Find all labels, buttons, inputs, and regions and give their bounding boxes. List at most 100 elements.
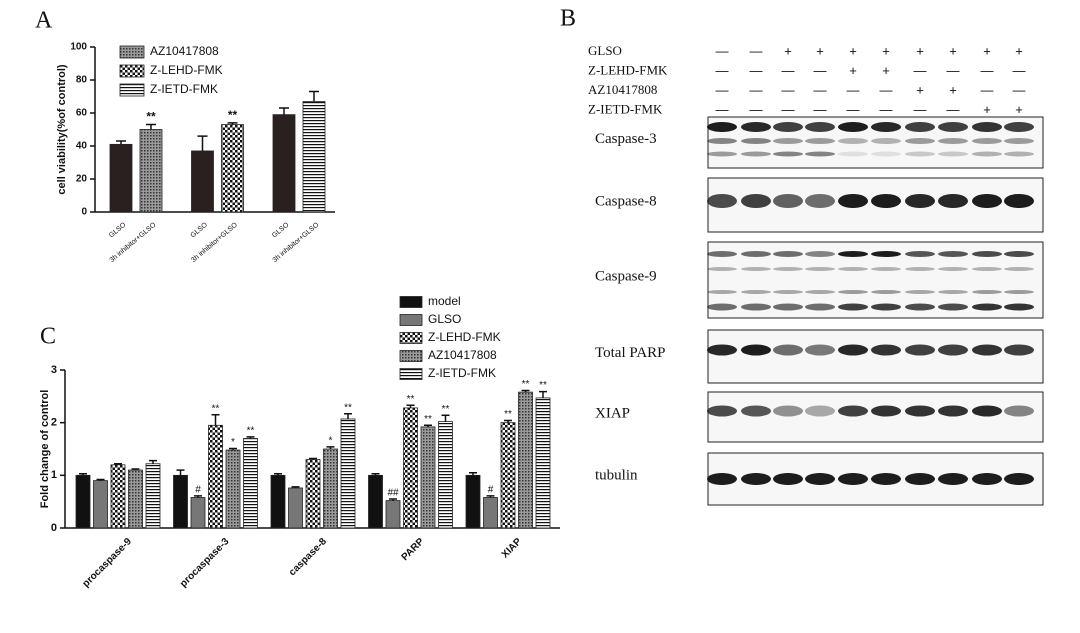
bar (483, 497, 498, 529)
blot-band (805, 344, 835, 356)
blot-band (871, 267, 901, 271)
blot-band (707, 138, 737, 144)
y-tick-label: 0 (51, 522, 57, 534)
protein-label: Caspase-9 (595, 268, 657, 284)
blot-frame (707, 329, 1044, 384)
blot-band (707, 194, 737, 208)
significance: # (195, 485, 201, 496)
panel-label: A (35, 8, 53, 34)
x-tick-label: XIAP (500, 536, 525, 561)
blot-band (805, 138, 835, 144)
significance: ** (146, 110, 156, 124)
treatment-sign: + (1015, 102, 1023, 117)
blot-band (707, 344, 737, 356)
y-tick-label: 60 (76, 108, 88, 119)
bar (302, 101, 326, 213)
error-bar (539, 390, 547, 398)
error-bar (504, 419, 512, 423)
blot-band (905, 290, 935, 294)
blot-band (741, 405, 771, 417)
significance: ** (228, 108, 238, 122)
blot-band (938, 344, 968, 356)
bar (438, 421, 453, 529)
significance: ** (424, 414, 432, 425)
legend-swatch (399, 368, 423, 380)
treatment-sign: + (983, 43, 991, 58)
x-tick-label: procaspase-3 (178, 536, 232, 590)
error-bar (146, 123, 156, 130)
treatment-label: Z-LEHD-FMK (588, 62, 668, 77)
blot-band (905, 267, 935, 271)
treatment-sign: + (1015, 43, 1023, 58)
significance: * (329, 436, 333, 447)
y-tick-label: 3 (51, 364, 57, 376)
legend-label: AZ10417808 (150, 44, 219, 58)
error-bar (211, 414, 220, 426)
protein-label: tubulin (595, 467, 638, 483)
bar (272, 114, 296, 213)
treatment-sign: — (782, 102, 795, 117)
bar (173, 474, 188, 529)
blot-band (707, 151, 737, 157)
legend-label: model (428, 294, 461, 308)
error-bar (96, 478, 105, 481)
blot-band (773, 303, 803, 311)
treatment-sign: + (916, 82, 924, 97)
error-bar (114, 462, 122, 465)
bar (93, 480, 108, 529)
blot-band (1004, 267, 1034, 271)
legend-swatch (119, 45, 145, 59)
blot-band (707, 290, 737, 294)
significance: ** (522, 379, 530, 390)
error-bar (149, 459, 157, 464)
significance: # (488, 485, 494, 496)
protein-label: Caspase-8 (595, 193, 657, 209)
significance: ** (407, 394, 415, 405)
blot-band (805, 251, 835, 257)
blot-band (905, 194, 935, 208)
blot-band (805, 290, 835, 294)
blot-band (938, 151, 968, 157)
blot-band (805, 473, 835, 485)
blot-band (1004, 251, 1034, 257)
blot-band (871, 344, 901, 356)
legend-swatch (399, 332, 423, 344)
significance: ## (387, 488, 399, 499)
blot-band (805, 267, 835, 271)
legend-label: Z-LEHD-FMK (150, 63, 223, 77)
blot-band (805, 194, 835, 208)
treatment-sign: + (916, 43, 924, 58)
blot-band (741, 303, 771, 311)
blot-band (838, 251, 868, 257)
y-tick-label: 100 (70, 42, 87, 53)
treatment-sign: — (947, 102, 960, 117)
blot-band (741, 122, 771, 132)
blot-band (1004, 194, 1034, 208)
bar (465, 474, 481, 529)
error-bar (521, 389, 530, 393)
panel-label: B (560, 6, 576, 32)
bar (385, 500, 401, 529)
significance: ** (212, 403, 220, 414)
bar (340, 418, 356, 529)
blot-band (972, 151, 1002, 157)
blot-band (905, 251, 935, 257)
legend-swatch (399, 314, 423, 326)
treatment-sign: — (716, 43, 729, 58)
bar (323, 448, 338, 529)
treatment-sign: — (1013, 63, 1026, 78)
bar (535, 397, 551, 529)
blot-band (741, 290, 771, 294)
error-bar (344, 412, 352, 419)
treatment-sign: — (847, 102, 860, 117)
protein-label: XIAP (595, 405, 630, 421)
error-bar (424, 424, 432, 427)
treatment-sign: — (981, 63, 994, 78)
error-bar (326, 446, 335, 449)
y-tick-label: 0 (81, 207, 87, 218)
blot-band (972, 251, 1002, 257)
error-bar (486, 495, 495, 498)
treatment-sign: — (716, 63, 729, 78)
blot-band (773, 138, 803, 144)
treatment-sign: + (983, 102, 991, 117)
